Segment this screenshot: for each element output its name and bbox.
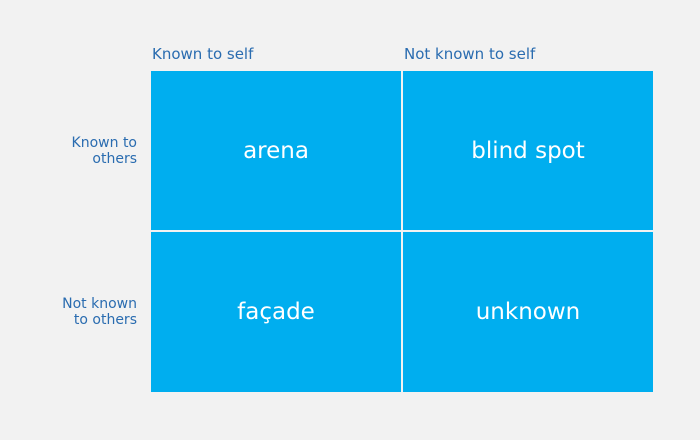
row-label-line: Not known xyxy=(62,296,137,312)
quadrant: blind spot xyxy=(403,71,653,230)
row-label-line: to others xyxy=(73,312,137,328)
column-label: Not known to self xyxy=(404,45,536,63)
quadrant: unknown xyxy=(403,232,653,392)
row-label: Not known to others xyxy=(62,296,137,328)
quadrant: façade xyxy=(151,232,401,392)
row-label-line: Known to xyxy=(71,135,137,151)
column-label: Known to self xyxy=(152,45,254,63)
row-label-line: others xyxy=(92,151,137,167)
row-label: Known to others xyxy=(72,135,137,167)
quadrant: arena xyxy=(151,71,401,230)
